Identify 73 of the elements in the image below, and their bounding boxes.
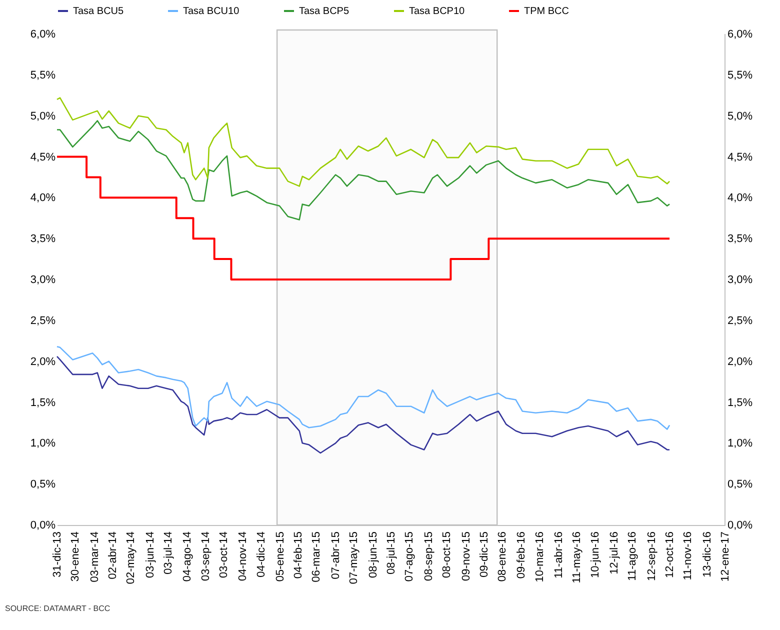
y-tick-label: 6,0% [30,28,56,40]
line-series [56,356,670,454]
y2-tick-label: 2,0% [728,356,753,368]
y2-tick-label: 3,0% [728,274,753,286]
x-tick-label: 11-abr-16 [553,532,566,578]
y-tick-label: 4,5% [30,151,56,164]
line-series [56,346,670,430]
y2-tick-label: 4,0% [728,192,753,204]
x-tick-label: 02-abr-14 [106,532,119,580]
y-tick-label: 3,0% [30,274,56,286]
x-tick-label: 04-dic-14 [255,532,268,578]
x-tick-label: 07-may-15 [348,532,360,584]
y2-tick-label: 1,0% [728,438,753,450]
x-tick-label: 08-jul-15 [386,532,398,574]
x-tick-label: 12-jul-16 [608,532,621,574]
x-tick-label: 02-may-14 [125,532,138,584]
y2-tick-label: 6,0% [728,28,753,40]
legend-label: Tasa BCU10 [183,6,240,17]
y-tick-label: 3,5% [30,233,56,246]
x-tick-label: 08-ene-16 [496,532,508,582]
y2-tick-label: 2,5% [728,314,753,327]
x-tick-label: 31-dic-13 [52,532,64,578]
x-tick-label: 11-nov-16 [682,532,694,580]
x-tick-label: 08-sep-15 [422,532,435,582]
line-series [56,97,670,187]
x-tick-label: 12-ene-17 [720,532,732,582]
x-tick-label: 09-nov-15 [460,532,472,582]
y2-tick-label: 0,0% [728,520,753,532]
y-tick-label: 2,0% [30,356,56,368]
x-tick-label: 13-dic-16 [701,532,714,578]
y-tick-label: 4,0% [30,192,56,204]
x-tick-label: 03-mar-14 [88,532,101,582]
line-series [56,120,670,220]
y-tick-label: 0,5% [30,478,56,491]
y2-tick-label: 1,5% [728,396,753,409]
x-tick-label: 03-jun-14 [144,532,156,578]
x-tick-label: 07-ago-15 [404,532,416,582]
x-tick-label: 03-jul-14 [162,532,174,574]
x-tick-label: 04-feb-15 [292,532,305,579]
x-tick-label: 11-ago-16 [626,532,639,581]
x-tick-label: 03-oct-14 [218,532,230,578]
y2-tick-label: 0,5% [728,478,753,491]
y-tick-label: 5,0% [30,110,56,122]
legend-label: Tasa BCP5 [299,6,350,17]
legend-label: Tasa BCU5 [73,6,124,17]
y-tick-label: 0,0% [30,520,56,532]
x-tick-label: 08-jun-15 [367,532,380,578]
x-tick-label: 09-dic-15 [478,532,490,578]
legend-label: Tasa BCP10 [409,6,466,17]
x-tick-label: 12-oct-16 [664,532,676,578]
y2-tick-label: 5,0% [728,110,753,122]
x-tick-label: 11-may-16 [571,532,584,584]
x-tick-label: 09-feb-16 [516,532,528,579]
x-tick-label: 06-mar-15 [310,532,323,582]
x-tick-label: 10-jun-16 [589,532,602,578]
x-tick-label: 05-ene-15 [274,532,287,582]
x-tick-label: 04-ago-14 [182,532,194,582]
y2-tick-label: 3,5% [728,233,753,246]
y-tick-label: 1,5% [30,396,56,409]
y-tick-label: 2,5% [30,314,56,327]
x-tick-label: 30-ene-14 [70,532,82,582]
y-tick-label: 5,5% [30,69,56,82]
source-note: SOURCE: DATAMART - BCC [5,604,110,613]
x-tick-label: 10-mar-16 [534,532,546,582]
y2-tick-label: 4,5% [728,151,753,164]
x-tick-label: 08-oct-15 [440,532,453,578]
x-tick-label: 03-sep-14 [200,532,212,582]
legend-label: TPM BCC [524,6,569,17]
y-tick-label: 1,0% [30,438,56,450]
x-tick-label: 04-nov-14 [237,532,250,582]
x-tick-label: 12-sep-16 [646,532,658,582]
x-tick-label: 07-abr-15 [330,532,342,580]
y2-tick-label: 5,5% [728,69,753,82]
